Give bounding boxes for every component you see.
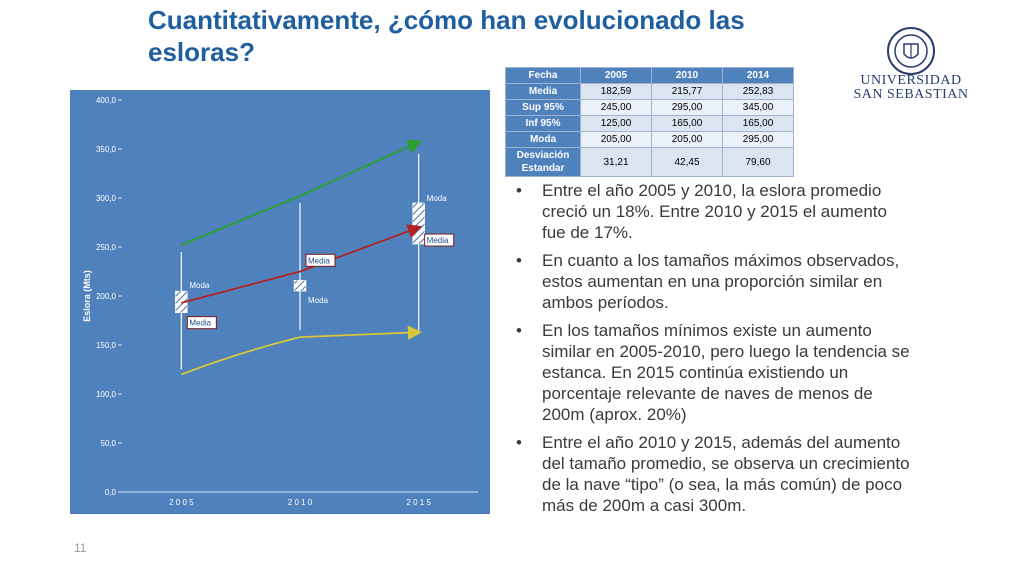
y-tick-label: 400,0 [96,96,117,105]
bullet-item: • Entre el año 2005 y 2010, la eslora pro… [512,180,912,243]
eslora-box-chart: 0,0 50,0 100,0 150,0 200,0 250,0 300,0 350,0 400… [70,90,490,514]
box [412,202,425,245]
table-row: Inf 95% 125,00 165,00 165,00 [505,115,794,132]
table-row-label: Inf 95% [505,115,581,132]
y-tick-label: 100,0 [96,390,117,399]
table-cell: 295,00 [651,99,723,116]
bullet-text: En los tamaños mínimos existe un aumento… [542,321,910,424]
trend-line [181,224,423,304]
chart-background [70,90,490,514]
media-label: Media [308,256,330,265]
stats-table: Fecha 2005 2010 2014 Media 182,59 215,77… [505,67,794,177]
moda-label: Moda [427,194,448,203]
y-tick-label: 200,0 [96,292,117,301]
table-cell: 252,83 [722,83,794,100]
table-row: Sup 95% 245,00 295,00 345,00 [505,99,794,116]
table-header-cell: Fecha [505,67,581,84]
bullet-icon: • [516,321,522,340]
table-header-row: Fecha 2005 2010 2014 [505,67,794,84]
bullet-text: En cuanto a los tamaños máximos observad… [542,251,900,312]
y-tick-label: 300,0 [96,194,117,203]
y-tick-label: 150,0 [96,341,117,350]
bullet-icon: • [516,181,522,200]
table-cell: 295,00 [722,131,794,148]
table-cell: 79,60 [722,147,794,177]
crest-icon [887,27,935,75]
table-cell: 42,45 [651,147,723,177]
table-row: Moda 205,00 205,00 295,00 [505,131,794,148]
moda-label: Moda [189,281,210,290]
moda-label-bg [306,294,334,307]
media-label-box [305,253,336,267]
table-row: Media 182,59 215,77 252,83 [505,83,794,100]
table-cell: 125,00 [580,115,652,132]
x-tick-label: 2 0 0 5 [169,498,194,507]
bullet-list: • Entre el año 2005 y 2010, la eslora pro… [512,180,912,523]
table-row-label: Moda [505,131,581,148]
table-cell: 345,00 [722,99,794,116]
table-cell: 215,77 [651,83,723,100]
bullet-text: Entre el año 2010 y 2015, además del aum… [542,433,910,515]
y-tick-label: 50,0 [100,439,116,448]
media-label-box [424,233,455,247]
box [293,280,307,292]
bullet-item: • En los tamaños mínimos existe un aument… [512,320,912,425]
x-tick-label: 2 0 1 0 [288,498,313,507]
trend-line [180,140,422,246]
table-cell: 205,00 [651,131,723,148]
x-tick-label: 2 0 1 5 [406,498,431,507]
table-header-cell: 2005 [580,67,652,84]
logo-text-line1: UNIVERSIDAD [860,73,962,88]
table-row-label: Sup 95% [505,99,581,116]
bullet-text: Entre el año 2005 y 2010, la eslora prom… [542,181,887,242]
y-axis-label: Eslora (Mts) [82,270,92,322]
table-cell: 245,00 [580,99,652,116]
media-label: Media [189,319,211,328]
slide-title: Cuantitativamente, ¿cómo han evolucionad… [148,5,745,67]
table-cell: 182,59 [580,83,652,100]
y-tick-label: 0,0 [105,488,117,497]
table-cell: 205,00 [580,131,652,148]
logo-text-line2: SAN SEBASTIAN [853,87,969,102]
y-tick-label: 350,0 [96,145,117,154]
bullet-item: • Entre el año 2010 y 2015, además del au… [512,432,912,516]
page-number: 11 [74,541,87,555]
table-cell: 31,21 [580,147,652,177]
table-row-label: Media [505,83,581,100]
bullet-icon: • [516,251,522,270]
media-label-box [186,316,217,330]
moda-label: Moda [308,296,329,305]
trend-line [181,325,423,376]
table-header-cell: 2010 [651,67,723,84]
table-cell: 165,00 [651,115,723,132]
table-row-label: Desviación Estandar [505,147,581,177]
media-label: Media [427,236,449,245]
table-header-cell: 2014 [722,67,794,84]
university-logo: UNIVERSIDAD SAN SEBASTIAN [852,26,970,106]
bullet-icon: • [516,433,522,452]
table-cell: 165,00 [722,115,794,132]
y-tick-label: 250,0 [96,243,117,252]
bullet-item: • En cuanto a los tamaños máximos observa… [512,250,912,313]
moda-label-bg [187,279,216,292]
moda-label-bg [424,191,453,204]
table-row: Desviación Estandar 31,21 42,45 79,60 [505,147,794,177]
